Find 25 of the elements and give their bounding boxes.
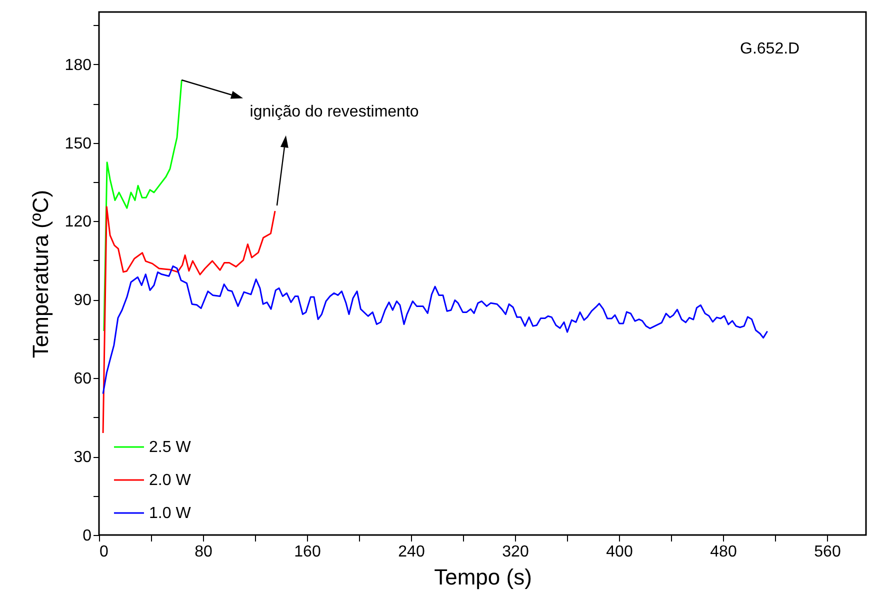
y-tick-label: 180 xyxy=(64,56,92,74)
y-tick-label: 120 xyxy=(64,214,92,231)
annotation: G.652.D xyxy=(740,40,800,58)
legend-label: 2.0 W xyxy=(149,472,192,489)
y-tick-label: 30 xyxy=(74,449,92,466)
x-axis-title: Tempo (s) xyxy=(434,564,532,590)
line-series xyxy=(102,206,276,434)
annotation: ignição do revestimento xyxy=(250,103,419,120)
x-tick-label: 400 xyxy=(606,544,633,560)
y-tick-label: 60 xyxy=(74,370,92,388)
legend-label: 1.0 W xyxy=(149,505,192,522)
line-series xyxy=(102,265,768,395)
y-axis-title: Temperatura (ºC) xyxy=(28,190,53,358)
y-tick-label: 0 xyxy=(82,528,92,544)
x-tick-label: 80 xyxy=(194,544,212,560)
x-tick-label: 480 xyxy=(710,544,737,560)
x-tick-label: 240 xyxy=(398,544,425,560)
x-tick-label: 160 xyxy=(294,544,321,560)
legend-label: 2.5 W xyxy=(149,439,192,456)
x-tick-label: 0 xyxy=(100,544,108,560)
x-tick-label: 320 xyxy=(502,544,529,560)
line-series xyxy=(103,79,182,332)
y-tick-label: 90 xyxy=(74,292,92,310)
x-tick-label: 560 xyxy=(814,544,841,560)
y-tick-label: 150 xyxy=(64,135,92,152)
